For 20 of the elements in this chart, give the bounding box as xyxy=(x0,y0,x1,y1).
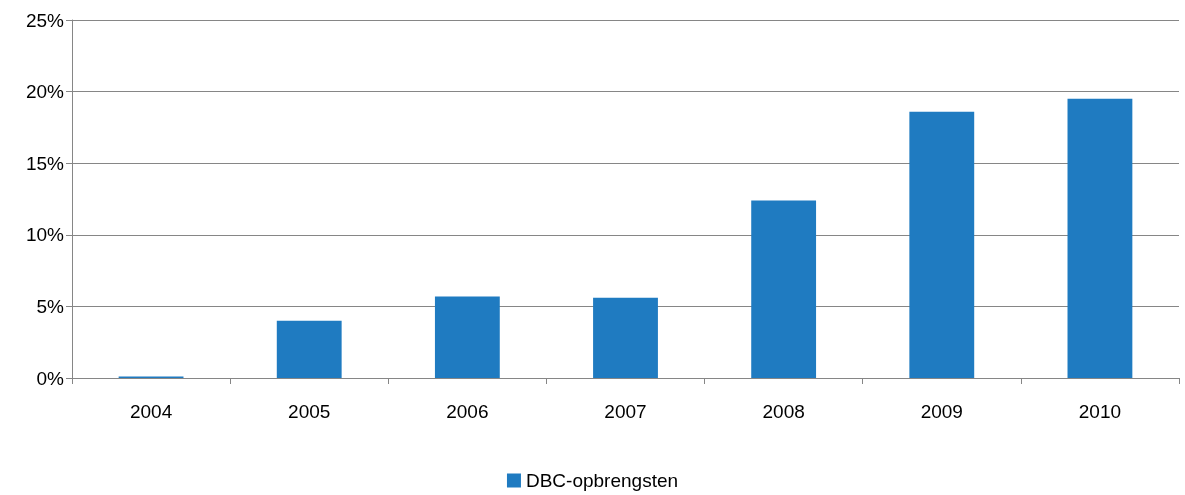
x-tick-label: 2004 xyxy=(129,401,173,422)
bar xyxy=(434,296,500,378)
x-tick-label: 2008 xyxy=(762,401,805,422)
y-tick-label: 0% xyxy=(36,367,65,389)
x-tick-label: 2009 xyxy=(920,401,963,422)
bar xyxy=(1067,98,1133,378)
x-tick-label: 2007 xyxy=(604,401,647,422)
x-tick-label: 2006 xyxy=(446,401,489,422)
x-tick-label: 2005 xyxy=(288,401,331,422)
y-tick-label: 15% xyxy=(25,152,65,174)
y-tick-label: 10% xyxy=(25,224,65,246)
bar xyxy=(276,320,342,378)
y-tick-label: 20% xyxy=(25,81,65,103)
y-tick-label: 25% xyxy=(25,9,65,31)
bar xyxy=(751,200,817,378)
y-tick-label: 5% xyxy=(36,295,65,317)
bar xyxy=(593,297,658,378)
legend-label: DBC-opbrengsten xyxy=(525,470,679,491)
bar xyxy=(909,111,975,378)
x-tick-label: 2010 xyxy=(1078,401,1122,422)
